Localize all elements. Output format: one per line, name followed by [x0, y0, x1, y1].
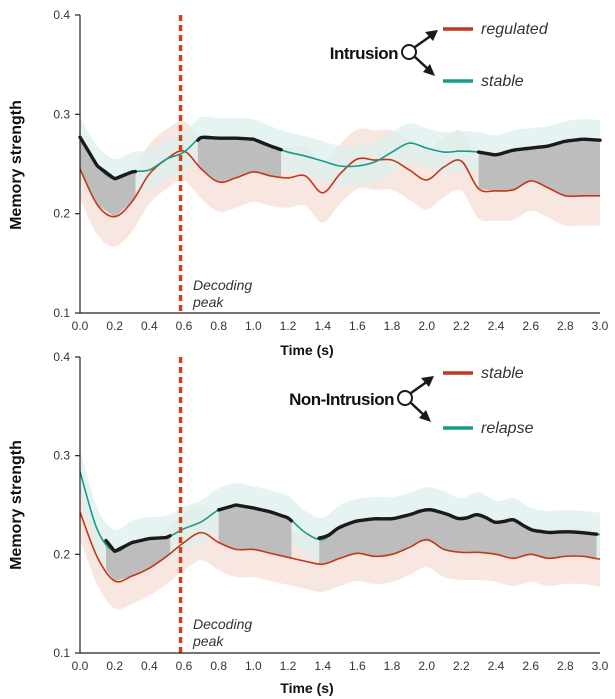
significant-segment	[196, 135, 283, 152]
x-tick-label: 1.4	[314, 659, 331, 673]
confidence-band-relapse	[80, 449, 600, 574]
x-tick-label: 0.8	[210, 319, 227, 333]
x-tick-label: 1.4	[314, 319, 331, 333]
significance-shading	[106, 505, 597, 581]
legend-node-icon	[401, 44, 417, 60]
x-tick-label: 1.8	[384, 659, 401, 673]
x-tick-label: 0.2	[106, 659, 123, 673]
x-tick-label: 1.0	[245, 319, 262, 333]
x-tick-label: 2.2	[453, 319, 470, 333]
y-tick-label: 0.1	[53, 646, 70, 660]
x-tick-label: 1.2	[280, 659, 297, 673]
y-tick-labels: 0.1 0.2 0.3 0.4	[53, 8, 70, 320]
y-tick-label: 0.3	[53, 449, 70, 463]
x-tick-label: 2.6	[522, 659, 539, 673]
series-lines	[79, 471, 601, 583]
x-axis-title: Time (s)	[280, 680, 333, 696]
significance-fill	[478, 139, 600, 196]
x-tick-label: 1.6	[349, 659, 366, 673]
x-tick-label: 0.8	[210, 659, 227, 673]
y-tick-label: 0.1	[53, 306, 70, 320]
x-tick-label: 2.6	[522, 319, 539, 333]
x-tick-label: 1.8	[384, 319, 401, 333]
y-tick-label: 0.2	[53, 207, 70, 221]
y-tick-labels: 0.1 0.2 0.3 0.4	[53, 350, 70, 660]
x-tick-label: 2.4	[488, 659, 505, 673]
x-tick-label: 2.0	[418, 319, 435, 333]
x-tick-label: 0.0	[72, 659, 89, 673]
non-intrusion-chart: 0.0 0.2 0.4 0.6 0.8 1.0 1.2 1.4 1.6 1.8 2.0 2.2 2.4 2…	[8, 350, 609, 696]
significant-segment	[104, 534, 172, 553]
x-tick-label: 2.4	[488, 319, 505, 333]
legend-title: Intrusion	[330, 44, 398, 63]
x-tick-label: 0.0	[72, 319, 89, 333]
y-axis-title: Memory strength	[8, 100, 25, 230]
x-tick-label: 2.0	[418, 659, 435, 673]
axes	[75, 14, 600, 314]
legend-title: Non-Intrusion	[289, 390, 394, 409]
x-tick-label: 2.2	[453, 659, 470, 673]
legend-arrowhead-down-icon	[419, 410, 431, 422]
x-tick-label: 0.2	[106, 319, 123, 333]
x-tick-label: 1.0	[245, 659, 262, 673]
significant-segment	[317, 508, 599, 540]
axes	[75, 356, 600, 654]
legend-arrow-up-icon	[414, 33, 433, 49]
x-tick-label: 0.6	[176, 319, 193, 333]
significant-segment	[216, 503, 294, 523]
x-tick-label: 0.6	[176, 659, 193, 673]
legend-label-stable: stable	[481, 365, 524, 382]
legend-label-regulated: regulated	[481, 21, 549, 38]
x-tick-label: 2.8	[557, 319, 574, 333]
legend-arrowhead-up-icon	[421, 376, 434, 387]
x-tick-label: 2.8	[557, 659, 574, 673]
x-tick-labels: 0.0 0.2 0.4 0.6 0.8 1.0 1.2 1.4 1.6 1.8 2.0 2.2 2.4 2…	[72, 319, 609, 333]
significance-fill	[106, 535, 171, 581]
x-tick-label: 3.0	[592, 319, 609, 333]
y-tick-label: 0.4	[53, 350, 70, 364]
x-tick-label: 3.0	[592, 659, 609, 673]
decoding-peak-label-line2: peak	[192, 294, 224, 310]
x-tick-label: 0.4	[141, 659, 158, 673]
significant-segment	[476, 137, 602, 157]
x-tick-labels: 0.0 0.2 0.4 0.6 0.8 1.0 1.2 1.4 1.6 1.8 2.0 2.2 2.4 2…	[72, 659, 609, 673]
x-tick-label: 1.6	[349, 319, 366, 333]
legend-arrowhead-down-icon	[423, 64, 435, 76]
significance-fill	[319, 509, 597, 564]
series-line-stable	[79, 511, 601, 583]
significance-fill	[197, 137, 282, 182]
decoding-peak-label-line1: Decoding	[193, 277, 252, 293]
y-axis-title: Memory strength	[8, 440, 25, 570]
series-lines	[78, 135, 602, 218]
legend: Intrusion regulated stable	[330, 21, 549, 90]
decoding-peak-label-line1: Decoding	[193, 616, 252, 632]
y-tick-label: 0.3	[53, 107, 70, 121]
legend-arrow-up-icon	[410, 379, 429, 395]
legend-arrowhead-up-icon	[425, 30, 438, 41]
x-tick-label: 0.4	[141, 319, 158, 333]
x-tick-label: 1.2	[280, 319, 297, 333]
legend-label-stable: stable	[481, 73, 524, 90]
significant-segment	[78, 135, 138, 181]
x-axis-title: Time (s)	[280, 342, 333, 358]
y-tick-label: 0.2	[53, 547, 70, 561]
y-tick-label: 0.4	[53, 8, 70, 22]
decoding-peak-label-line2: peak	[192, 633, 224, 649]
legend: Non-Intrusion stable relapse	[289, 365, 534, 437]
legend-label-relapse: relapse	[481, 420, 534, 437]
intrusion-chart: 0.0 0.2 0.4 0.6 0.8 1.0 1.2 1.4 1.6 1.8 2.0 2.2 2.4 2…	[8, 8, 609, 358]
legend-node-icon	[397, 390, 413, 406]
significance-fill	[218, 505, 292, 559]
